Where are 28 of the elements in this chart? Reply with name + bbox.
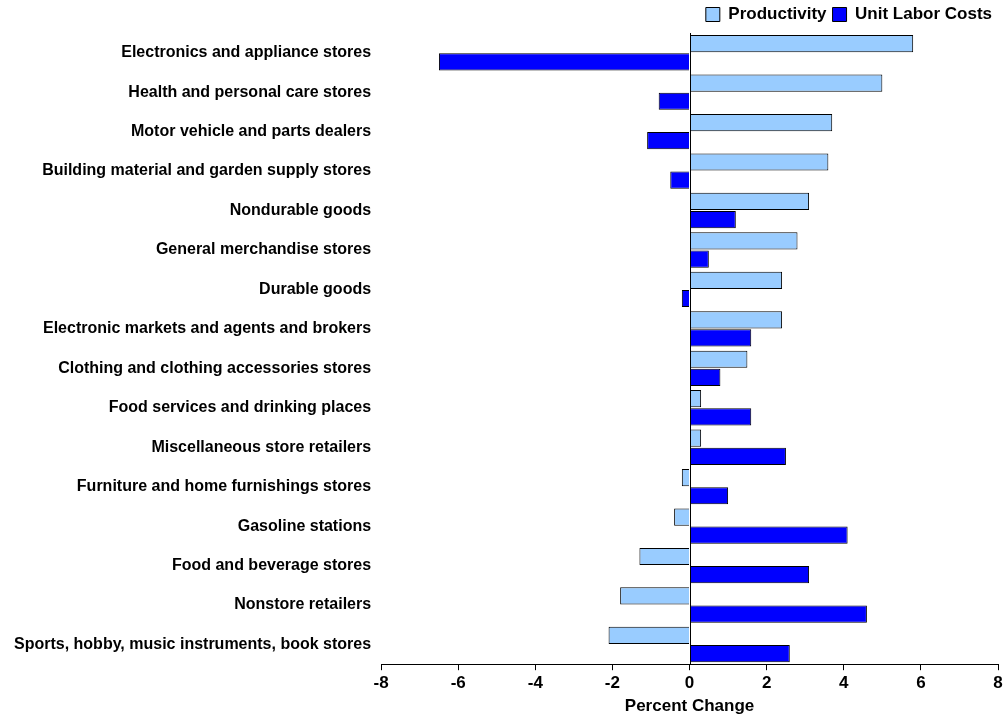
y-tick-label: Food services and drinking places <box>108 398 372 416</box>
x-tick-label: 4 <box>839 673 850 693</box>
x-tick-label: -8 <box>373 673 389 693</box>
legend-label: Unit Labor Costs <box>855 4 993 24</box>
x-tick-label: -4 <box>527 673 544 693</box>
y-tick-label: Durable goods <box>259 279 372 297</box>
x-tick-label: -6 <box>450 673 466 693</box>
y-tick-label: Nonstore retailers <box>234 595 372 613</box>
x-axis-title: Percent Change <box>624 696 755 716</box>
y-tick-label: Building material and garden supply stores <box>42 161 372 179</box>
y-tick-label: Sports, hobby, music instruments, book stores <box>14 634 372 652</box>
y-tick-label: Furniture and home furnishings stores <box>76 477 372 495</box>
legend-label: Productivity <box>728 4 828 24</box>
y-tick-label: Health and personal care stores <box>128 82 372 100</box>
y-tick-label: Motor vehicle and parts dealers <box>131 122 372 140</box>
y-tick-label: General merchandise stores <box>155 240 372 258</box>
x-tick-label: -2 <box>604 673 620 693</box>
y-tick-label: Nondurable goods <box>229 200 372 218</box>
x-tick-label: 6 <box>916 673 926 693</box>
y-tick-label: Electronics and appliance stores <box>121 43 372 61</box>
y-tick-label: Gasoline stations <box>237 516 372 534</box>
x-tick-label: 8 <box>993 673 1003 693</box>
y-tick-label: Food and beverage stores <box>171 555 372 573</box>
x-tick-label: 2 <box>761 673 772 693</box>
y-tick-label: Clothing and clothing accessories stores <box>58 358 372 376</box>
y-tick-label: Miscellaneous store retailers <box>151 437 372 455</box>
x-tick-label: 0 <box>684 673 695 693</box>
y-tick-label: Electronic markets and agents and brokers <box>42 319 372 337</box>
